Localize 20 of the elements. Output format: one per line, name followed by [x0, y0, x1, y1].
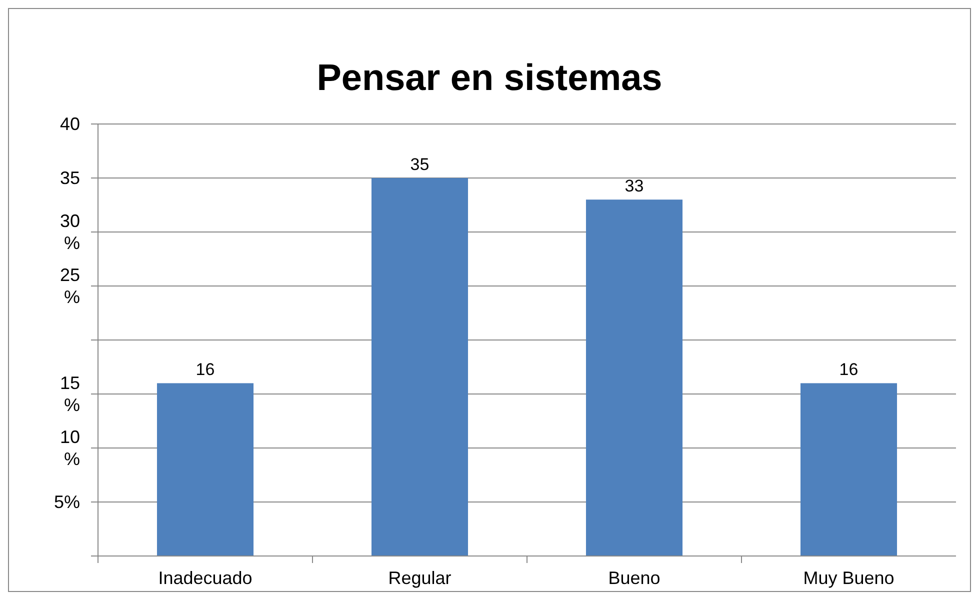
- data-label: 33: [624, 176, 644, 196]
- y-tick-label: 30 %: [60, 211, 80, 253]
- y-tick-label: 35: [60, 168, 80, 188]
- y-tick-label: 15 %: [60, 373, 80, 415]
- x-tick-label: Bueno: [608, 568, 660, 588]
- y-tick-label: 5%: [54, 492, 80, 512]
- chart-title: Pensar en sistemas: [316, 57, 662, 98]
- bar: [156, 383, 254, 556]
- data-label: 35: [410, 155, 430, 174]
- y-tick-label: 10 %: [60, 427, 80, 469]
- bar: [800, 383, 898, 556]
- bar: [586, 200, 683, 556]
- data-label: 16: [196, 360, 215, 380]
- x-tick-label: Inadecuado: [158, 568, 252, 588]
- y-tick-label: 40: [60, 114, 80, 134]
- x-tick-label: Regular: [388, 568, 452, 588]
- y-tick-label: 25 %: [60, 265, 80, 307]
- x-tick-label: Muy Bueno: [803, 568, 894, 588]
- data-label: 16: [839, 360, 858, 380]
- bar: [371, 178, 468, 556]
